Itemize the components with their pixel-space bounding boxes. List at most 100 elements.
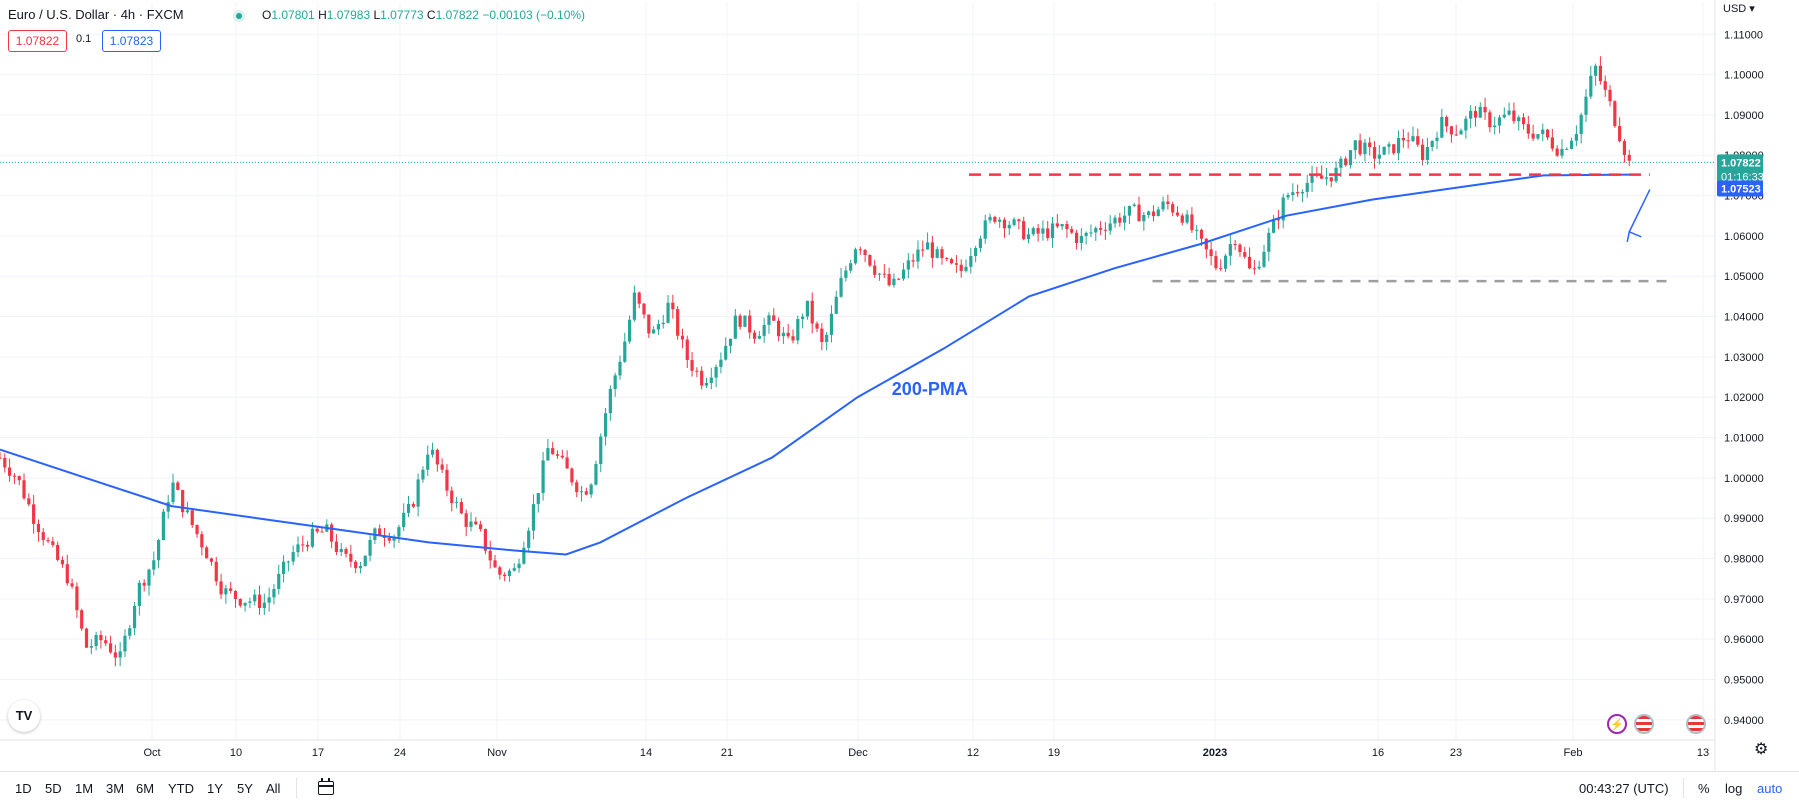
symbol-title[interactable]: Euro / U.S. Dollar · 4h · FXCM (8, 7, 184, 22)
lightning-event-icon[interactable]: ⚡ (1607, 714, 1627, 734)
price-axis-bg (1715, 0, 1799, 771)
market-status-icon[interactable] (233, 10, 245, 22)
candle-body (243, 602, 247, 606)
candle-body (1464, 118, 1468, 131)
auto-scale-toggle[interactable]: auto (1757, 781, 1783, 796)
candle-body (1358, 140, 1362, 155)
utc-clock[interactable]: 00:43:27 (UTC) (1579, 781, 1669, 796)
candle-body (887, 274, 891, 286)
timeframe-all[interactable]: All (266, 781, 281, 796)
candle-body (291, 552, 295, 562)
candle-body (238, 598, 242, 606)
candle-body (949, 259, 954, 264)
sell-button[interactable]: 1.07822 (8, 30, 67, 52)
candle-body (1368, 142, 1372, 148)
candle-body (1411, 136, 1415, 142)
us-flag-event-icon[interactable] (1634, 714, 1654, 734)
candle-body (1113, 217, 1117, 224)
candle-body (161, 511, 166, 541)
timeframe-5d[interactable]: 5D (45, 781, 62, 796)
candle-body (1243, 252, 1247, 257)
price-tags: 1.07822 01:16:33 1.07523 (1717, 154, 1764, 197)
candle-body (882, 273, 886, 275)
buy-button[interactable]: 1.07823 (102, 30, 161, 52)
candle-body (1545, 129, 1550, 138)
candle-body (1420, 144, 1425, 160)
candle-body (719, 359, 723, 367)
candle-body (897, 278, 901, 280)
candle-body (1012, 219, 1016, 225)
candle-body (89, 646, 93, 648)
candle-body (1339, 158, 1343, 168)
candle-body (368, 540, 372, 556)
candle-body (315, 528, 319, 532)
candle-body (652, 329, 656, 334)
arrow-head (1626, 230, 1642, 243)
candle-body (1199, 229, 1204, 239)
candle-body (916, 249, 920, 262)
timeframe-ytd[interactable]: YTD (168, 781, 194, 796)
candle-body (575, 482, 579, 493)
timeframe-1m[interactable]: 1M (75, 781, 94, 796)
candle-body (1387, 144, 1391, 147)
candle-body (229, 588, 233, 591)
candle-body (517, 563, 521, 569)
log-toggle[interactable]: log (1725, 781, 1743, 796)
candle-body (378, 528, 382, 536)
price-chart[interactable]: 200-PMA 1.110001.100001.090001.080001.07… (0, 0, 1799, 771)
candle-body (1156, 209, 1160, 217)
timeframe-1d[interactable]: 1D (15, 781, 32, 796)
timeframe-6m[interactable]: 6M (136, 781, 155, 796)
candle-body (738, 315, 742, 327)
candle-body (503, 574, 507, 577)
tradingview-logo-icon[interactable]: TV (8, 700, 40, 732)
calendar-range-icon[interactable] (318, 778, 334, 795)
candle-body (176, 482, 180, 490)
candle-body (1627, 154, 1631, 161)
candle-body (363, 555, 367, 567)
price-tick-label: 1.02000 (1724, 392, 1764, 404)
currency-selector[interactable]: USD ▾ (1723, 3, 1755, 15)
candle-body (17, 476, 21, 481)
time-tick-label: Nov (487, 747, 507, 759)
candle-body (1517, 117, 1521, 122)
candle-body (853, 249, 858, 264)
candle-body (200, 534, 204, 548)
candle-body (1493, 125, 1497, 128)
candle-body (1305, 182, 1309, 192)
price-tick-label: 0.96000 (1724, 634, 1764, 646)
candle-body (623, 341, 627, 362)
candle-body (911, 260, 915, 262)
toolbar-divider (1683, 778, 1684, 798)
candle-body (1507, 110, 1511, 115)
candle-body (1094, 228, 1098, 233)
candle-body (1425, 147, 1429, 160)
candle-body (522, 547, 526, 564)
timeframe-1y[interactable]: 1Y (207, 781, 223, 796)
change-value: −0.00103 (−0.10%) (482, 8, 586, 22)
candle-body (70, 583, 74, 587)
timeframe-5y[interactable]: 5Y (237, 781, 253, 796)
candle-body (805, 300, 810, 317)
candle-body (594, 464, 598, 485)
price-axis[interactable]: 1.110001.100001.090001.080001.070001.060… (1714, 0, 1799, 771)
gear-icon[interactable]: ⚙ (1754, 741, 1769, 758)
time-axis[interactable]: Oct 10 17 24 Nov 14 21 Dec 12 19 2023 16 23 Feb 13 (0, 739, 1715, 759)
us-flag-event-icon[interactable] (1686, 714, 1706, 734)
percent-toggle[interactable]: % (1698, 781, 1710, 796)
candle-body (1252, 268, 1256, 270)
candle-body (1536, 134, 1540, 139)
timeframe-3m[interactable]: 3M (106, 781, 125, 796)
candle-body (1123, 215, 1127, 223)
candle-body (1569, 140, 1574, 149)
candle-body (978, 238, 983, 248)
candle-body (330, 524, 334, 542)
candle-body (637, 292, 641, 304)
candle-body (1594, 65, 1598, 76)
candle-body (844, 270, 848, 278)
candle-body (1219, 268, 1223, 270)
candle-body (1603, 81, 1607, 90)
candle-body (1074, 232, 1079, 243)
candle-body (99, 635, 103, 641)
candle-body (75, 586, 79, 611)
